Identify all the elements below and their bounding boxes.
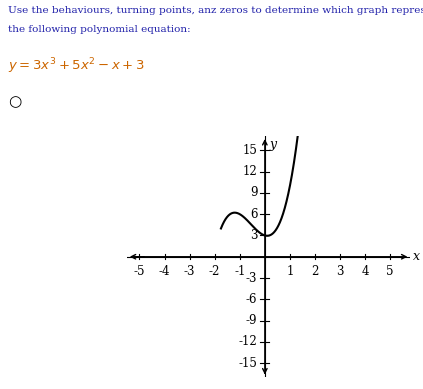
Text: 5: 5 bbox=[387, 265, 394, 278]
Text: ○: ○ bbox=[8, 95, 22, 109]
Text: the following polynomial equation:: the following polynomial equation: bbox=[8, 25, 191, 34]
Text: $y = 3x^3 + 5x^2 - x + 3$: $y = 3x^3 + 5x^2 - x + 3$ bbox=[8, 56, 145, 76]
Text: Use the behaviours, turning points, anz zeros to determine which graph represent: Use the behaviours, turning points, anz … bbox=[8, 6, 423, 15]
Text: 4: 4 bbox=[361, 265, 369, 278]
Text: 9: 9 bbox=[250, 186, 257, 200]
Text: -15: -15 bbox=[239, 357, 257, 370]
Text: 3: 3 bbox=[250, 229, 257, 242]
Text: -1: -1 bbox=[234, 265, 245, 278]
Text: -12: -12 bbox=[239, 335, 257, 349]
Text: -9: -9 bbox=[246, 314, 257, 327]
Text: -4: -4 bbox=[159, 265, 170, 278]
Text: -6: -6 bbox=[246, 293, 257, 306]
Text: x: x bbox=[413, 250, 420, 263]
Text: -5: -5 bbox=[134, 265, 145, 278]
Text: 1: 1 bbox=[286, 265, 294, 278]
Text: 15: 15 bbox=[242, 144, 257, 157]
Text: -3: -3 bbox=[184, 265, 195, 278]
Text: -2: -2 bbox=[209, 265, 220, 278]
Text: 6: 6 bbox=[250, 208, 257, 221]
Text: 3: 3 bbox=[336, 265, 344, 278]
Text: -3: -3 bbox=[246, 272, 257, 284]
Text: y: y bbox=[270, 138, 277, 151]
Text: 12: 12 bbox=[242, 165, 257, 178]
Text: 2: 2 bbox=[311, 265, 319, 278]
